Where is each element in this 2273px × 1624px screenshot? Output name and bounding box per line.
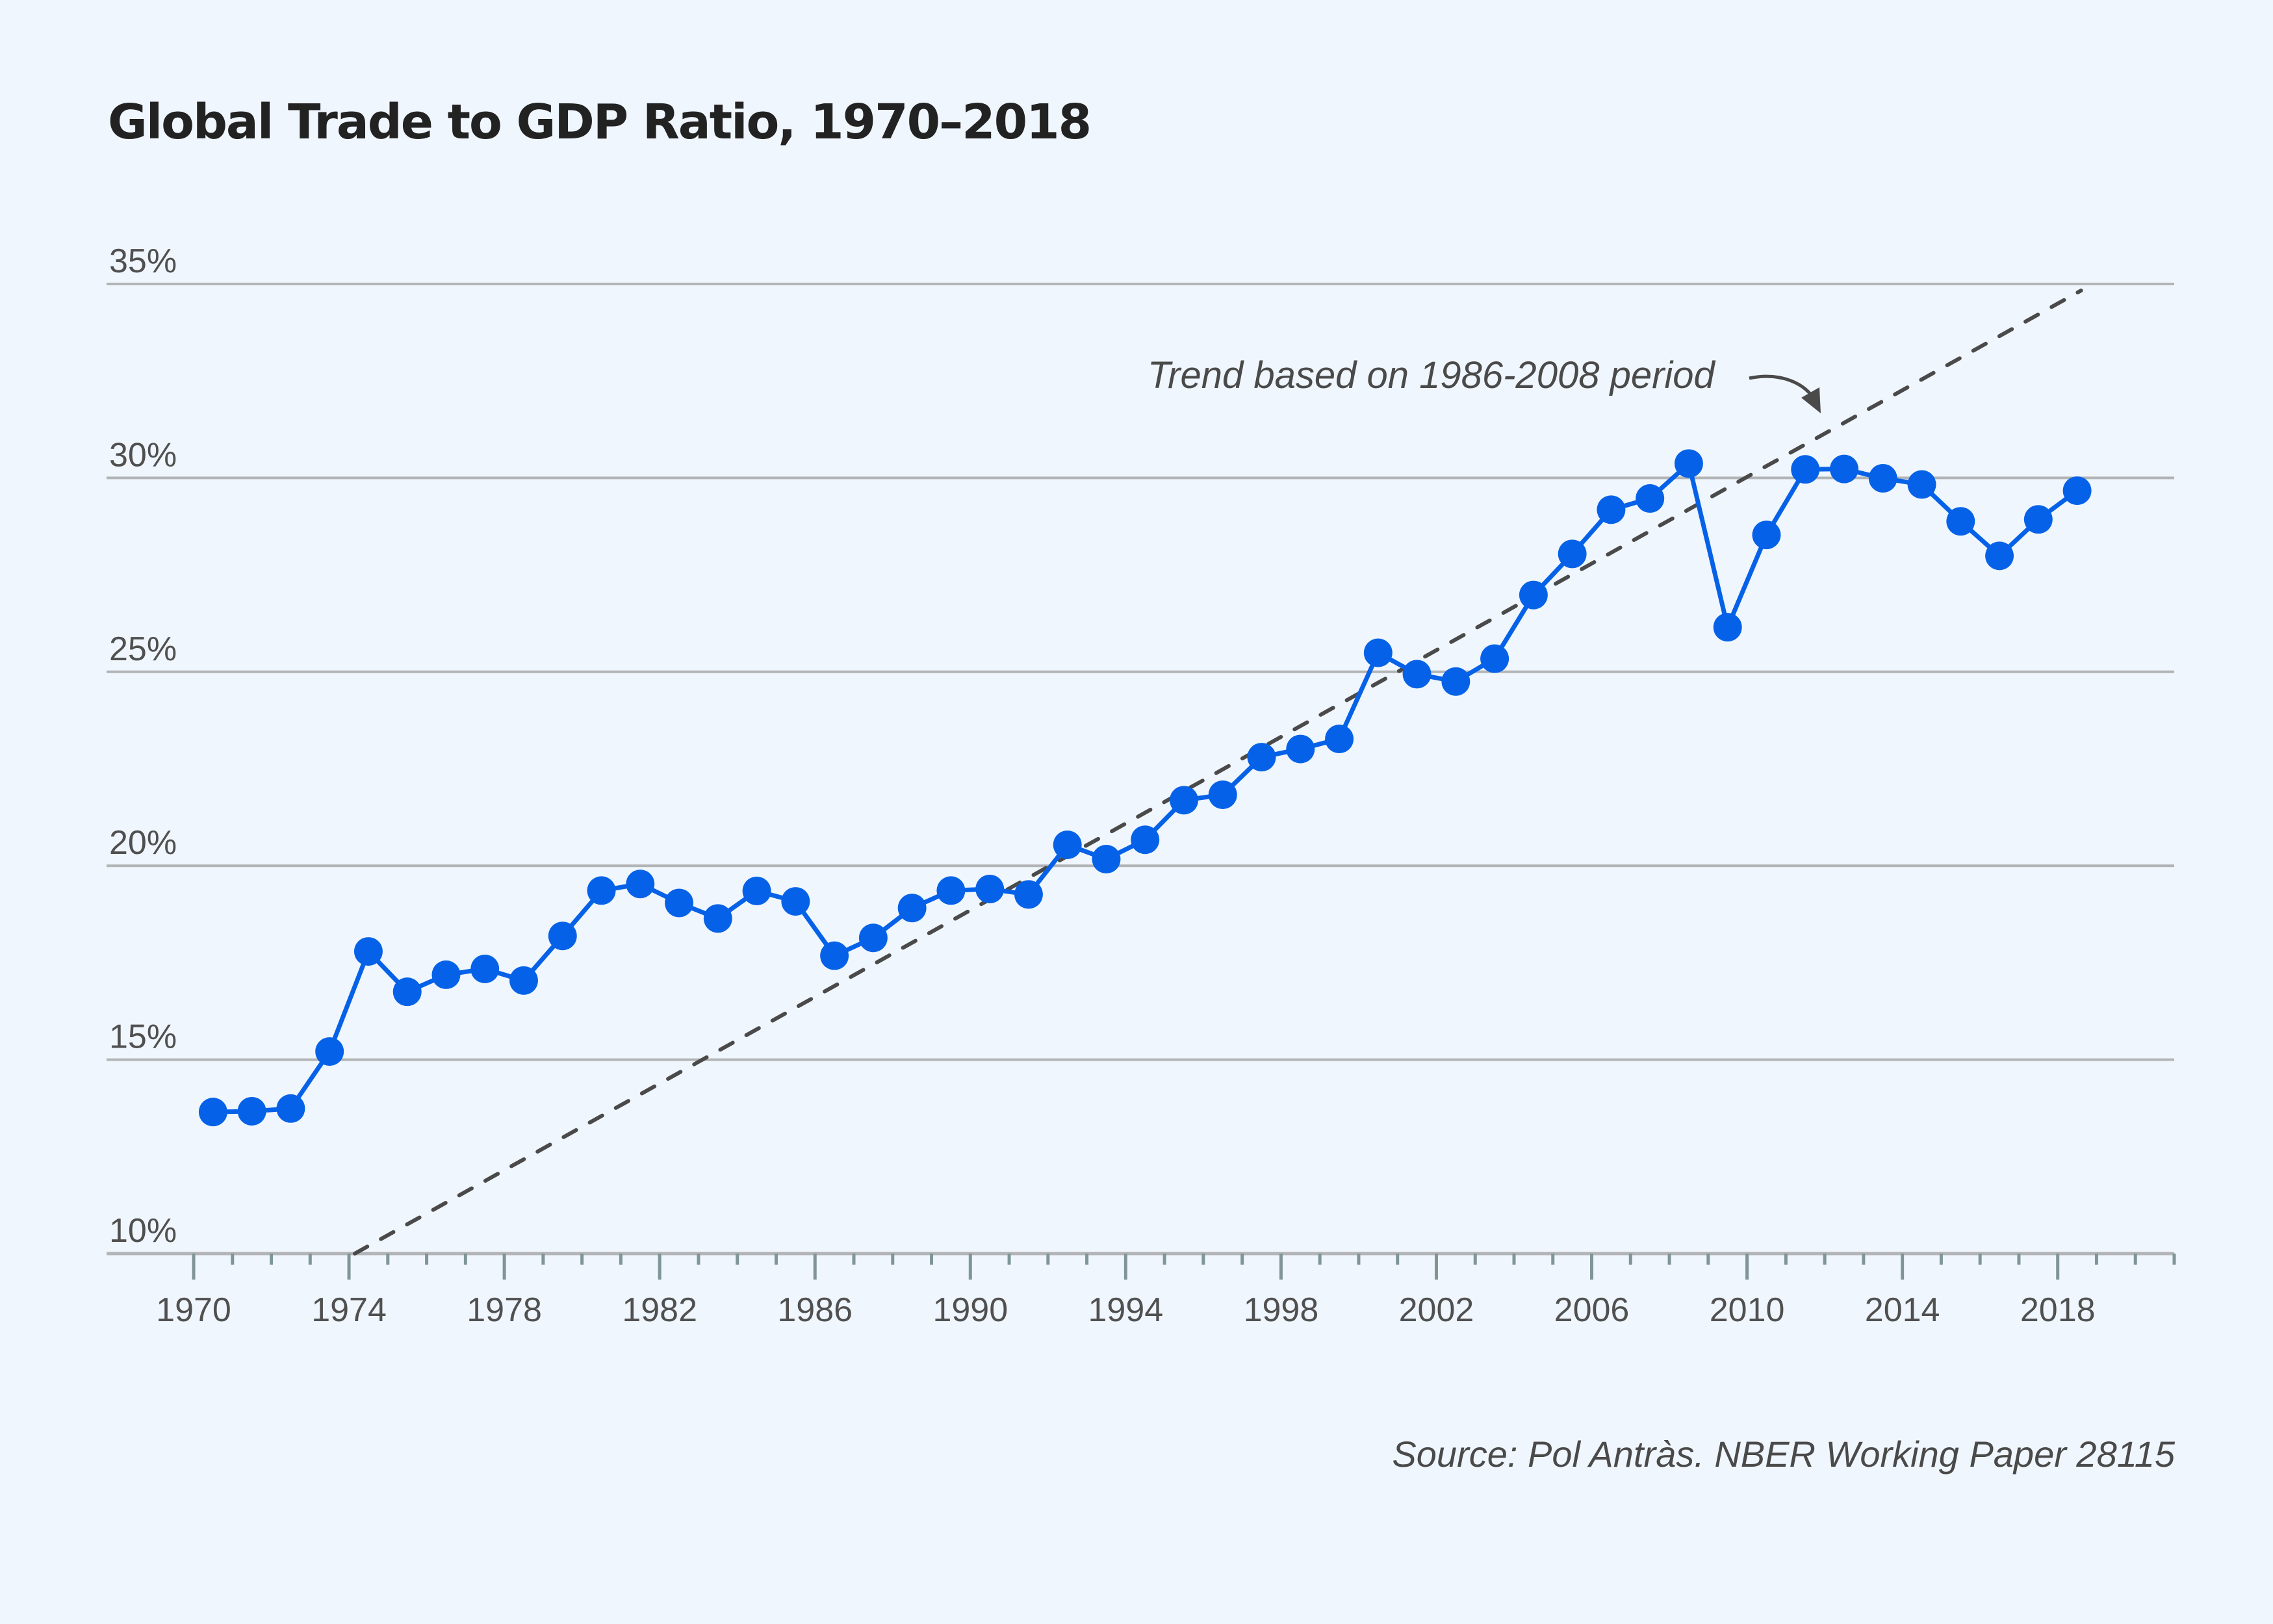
data-point-1991 bbox=[1014, 880, 1043, 909]
data-point-1998 bbox=[1286, 734, 1315, 764]
x-tick-label: 1994 bbox=[1088, 1291, 1164, 1329]
y-tick-label: 10% bbox=[109, 1212, 177, 1250]
x-tick-label: 1982 bbox=[622, 1291, 697, 1329]
chart-title: Global Trade to GDP Ratio, 1970–2018 bbox=[108, 94, 1090, 150]
data-point-1978 bbox=[509, 966, 538, 995]
x-tick-label: 1998 bbox=[1244, 1291, 1319, 1329]
y-tick-label: 30% bbox=[109, 436, 177, 474]
trend-line bbox=[353, 289, 2083, 1256]
data-point-1983 bbox=[703, 904, 732, 933]
data-point-1986 bbox=[820, 941, 849, 970]
data-point-2013 bbox=[1868, 463, 1897, 493]
series-global-trade bbox=[198, 449, 2092, 1127]
data-point-1975 bbox=[392, 977, 422, 1007]
data-point-1989 bbox=[936, 876, 966, 905]
data-point-1994 bbox=[1131, 825, 1160, 855]
data-point-1979 bbox=[548, 922, 577, 951]
x-tick-label: 2002 bbox=[1399, 1291, 1474, 1329]
data-point-1996 bbox=[1208, 780, 1237, 809]
x-tick-label: 2006 bbox=[1554, 1291, 1630, 1329]
data-point-2004 bbox=[1519, 580, 1548, 610]
data-point-2003 bbox=[1480, 644, 1509, 673]
data-point-2001 bbox=[1402, 660, 1432, 689]
data-point-1976 bbox=[431, 960, 461, 989]
data-point-2018 bbox=[2062, 476, 2092, 506]
data-point-1981 bbox=[626, 870, 655, 899]
data-point-2000 bbox=[1363, 638, 1393, 667]
data-point-1977 bbox=[470, 954, 500, 983]
x-tick-label: 1986 bbox=[777, 1291, 853, 1329]
trend-annotation: Trend based on 1986-2008 period bbox=[1148, 354, 1716, 396]
source-note: Source: Pol Antràs. NBER Working Paper 2… bbox=[1392, 1434, 2175, 1475]
data-point-2015 bbox=[1946, 507, 1975, 536]
data-point-1992 bbox=[1053, 830, 1082, 859]
data-point-2010 bbox=[1752, 521, 1781, 550]
data-point-1999 bbox=[1325, 725, 1354, 754]
data-point-2014 bbox=[1907, 470, 1936, 499]
data-point-1995 bbox=[1170, 786, 1198, 815]
y-tick-label: 20% bbox=[109, 824, 177, 862]
y-tick-label: 25% bbox=[109, 630, 177, 668]
data-point-2009 bbox=[1713, 613, 1742, 642]
data-point-1972 bbox=[276, 1094, 305, 1123]
x-tick-label: 1974 bbox=[311, 1291, 387, 1329]
data-point-1997 bbox=[1247, 743, 1276, 772]
y-tick-label: 35% bbox=[109, 242, 177, 280]
x-tick-label: 2018 bbox=[2020, 1291, 2096, 1329]
data-point-1974 bbox=[353, 937, 383, 966]
data-point-2002 bbox=[1441, 667, 1470, 696]
data-point-1982 bbox=[665, 888, 694, 918]
x-tick-label: 1970 bbox=[156, 1291, 231, 1329]
data-point-1990 bbox=[975, 875, 1005, 904]
data-point-2007 bbox=[1636, 484, 1665, 513]
data-point-1985 bbox=[781, 887, 810, 916]
data-point-2006 bbox=[1597, 495, 1626, 524]
gridlines bbox=[107, 283, 2174, 1061]
data-point-1988 bbox=[897, 894, 927, 923]
data-point-1984 bbox=[742, 876, 771, 905]
x-tick-label: 2014 bbox=[1865, 1291, 1940, 1329]
y-tick-labels: 35% 30% 25% 20% 15% 10% bbox=[109, 242, 177, 1250]
data-point-2011 bbox=[1791, 455, 1820, 484]
data-point-2017 bbox=[2023, 505, 2053, 534]
data-point-1970 bbox=[198, 1098, 227, 1127]
x-tick-label: 2010 bbox=[1710, 1291, 1785, 1329]
data-point-2005 bbox=[1558, 539, 1587, 569]
data-point-1987 bbox=[858, 923, 888, 953]
annotation-arrowhead-icon bbox=[1801, 387, 1821, 413]
data-point-1973 bbox=[315, 1037, 344, 1066]
x-tick-labels: 1970 1974 1978 1982 1986 1990 1994 1998 2002 2006… bbox=[156, 1291, 2095, 1329]
data-point-1971 bbox=[237, 1096, 266, 1126]
data-point-2016 bbox=[1985, 541, 2014, 571]
data-point-1993 bbox=[1092, 845, 1121, 874]
y-tick-label: 15% bbox=[109, 1018, 177, 1056]
x-tick-label: 1990 bbox=[932, 1291, 1008, 1329]
data-point-1980 bbox=[587, 876, 616, 905]
data-point-2012 bbox=[1830, 454, 1858, 483]
x-tick-label: 1978 bbox=[467, 1291, 542, 1329]
data-point-2008 bbox=[1674, 449, 1703, 478]
x-axis bbox=[107, 1252, 2176, 1280]
